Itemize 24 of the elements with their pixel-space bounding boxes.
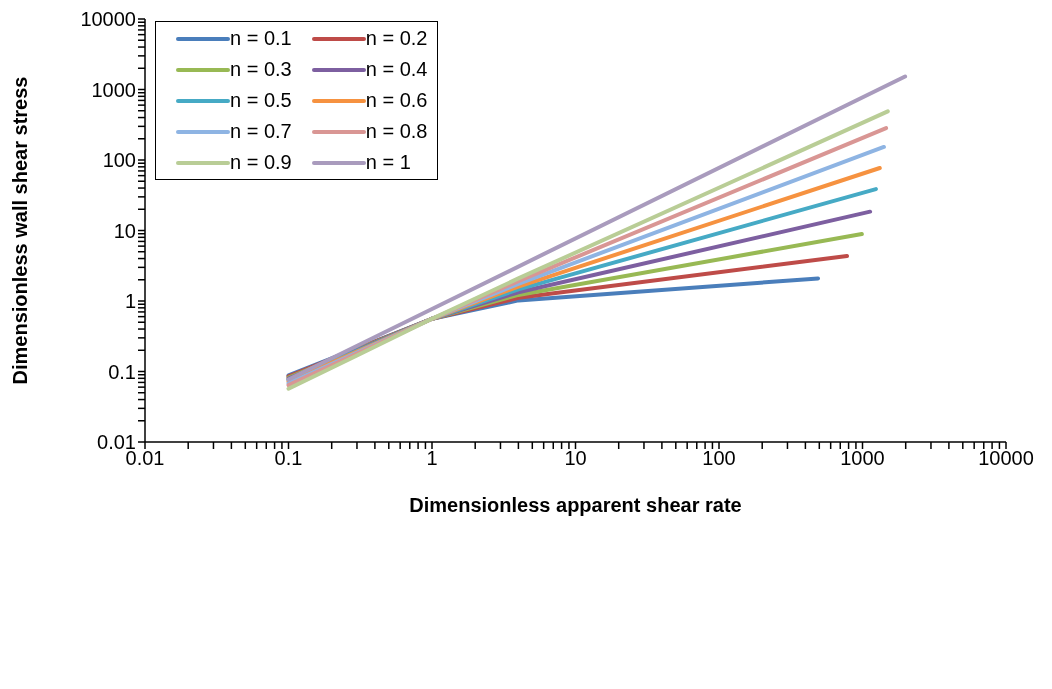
legend-label: n = 0.7	[230, 120, 292, 143]
y-tick-label: 10000	[80, 8, 136, 31]
x-tick-label: 0.1	[274, 447, 303, 470]
y-axis-title: Dimensionless wall shear stress	[9, 76, 32, 385]
x-tick-label: 1	[426, 447, 438, 470]
x-tick-label: 10000	[978, 447, 1034, 470]
x-tick-label: 1000	[840, 447, 885, 470]
legend-label: n = 0.2	[365, 27, 428, 50]
legend-label: n = 1	[365, 151, 411, 174]
legend-label: n = 0.3	[230, 58, 292, 81]
legend-label: n = 0.9	[230, 151, 292, 174]
legend-label: n = 0.1	[230, 27, 292, 50]
y-tick-label: 1	[124, 290, 136, 313]
legend-label: n = 0.6	[365, 89, 428, 112]
y-tick-label: 0.1	[108, 360, 136, 383]
x-axis-title: Dimensionless apparent shear rate	[409, 494, 742, 516]
y-tick-label: 10	[113, 219, 136, 242]
legend-label: n = 0.4	[365, 58, 428, 81]
y-tick-label: 1000	[91, 78, 136, 101]
x-tick-label: 100	[702, 447, 736, 470]
y-tick-label: 100	[102, 149, 136, 172]
legend-label: n = 0.5	[230, 89, 292, 112]
legend-label: n = 0.8	[365, 120, 428, 143]
x-tick-label: 10	[564, 447, 587, 470]
